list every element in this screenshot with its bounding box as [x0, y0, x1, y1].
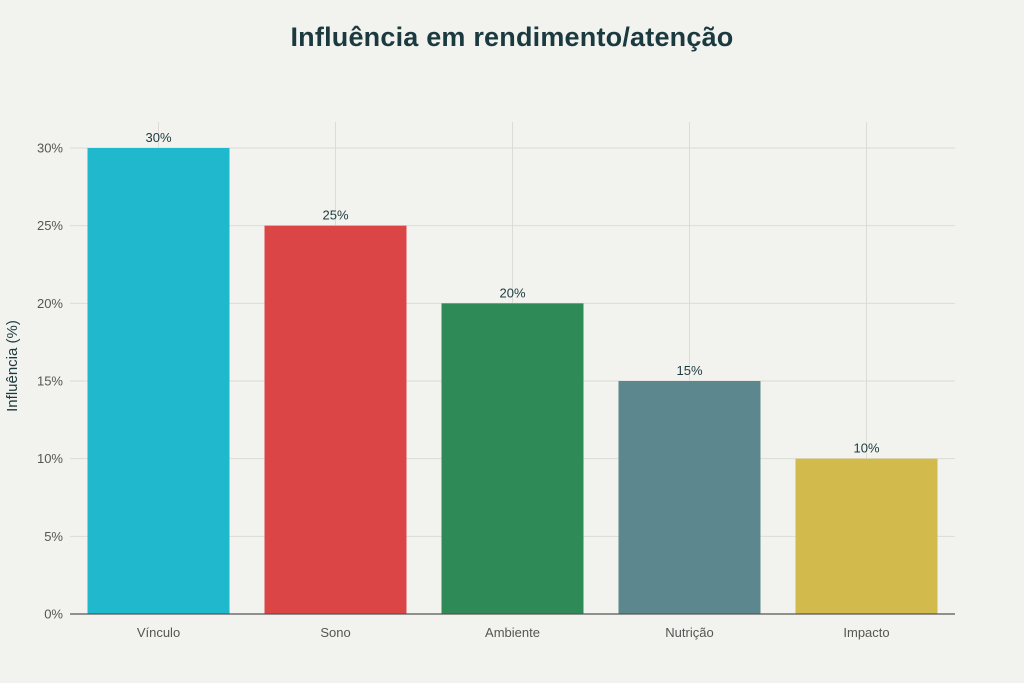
data-label: 20%	[499, 285, 525, 300]
chart-title: Influência em rendimento/atenção	[290, 22, 734, 52]
y-tick-label: 30%	[37, 141, 63, 156]
y-tick-label: 0%	[44, 607, 63, 622]
y-tick-label: 10%	[37, 451, 63, 466]
x-tick-label: Impacto	[843, 625, 889, 640]
y-tick-label: 20%	[37, 296, 63, 311]
x-tick-label: Vínculo	[137, 625, 180, 640]
x-tick-label: Sono	[320, 625, 350, 640]
x-tick-label: Ambiente	[485, 625, 540, 640]
y-tick-label: 5%	[44, 529, 63, 544]
bar-4[interactable]	[795, 458, 938, 614]
y-axis-title: Influência (%)	[4, 320, 21, 412]
bar-2[interactable]	[441, 303, 584, 614]
bar-1[interactable]	[264, 225, 407, 614]
data-label: 10%	[853, 441, 879, 456]
bar-0[interactable]	[87, 148, 230, 614]
data-label: 15%	[676, 363, 702, 378]
x-tick-label: Nutrição	[665, 625, 713, 640]
y-tick-label: 15%	[37, 374, 63, 389]
data-label: 30%	[145, 130, 171, 145]
bar-3[interactable]	[618, 381, 761, 614]
data-label: 25%	[322, 208, 348, 223]
y-tick-label: 25%	[37, 218, 63, 233]
